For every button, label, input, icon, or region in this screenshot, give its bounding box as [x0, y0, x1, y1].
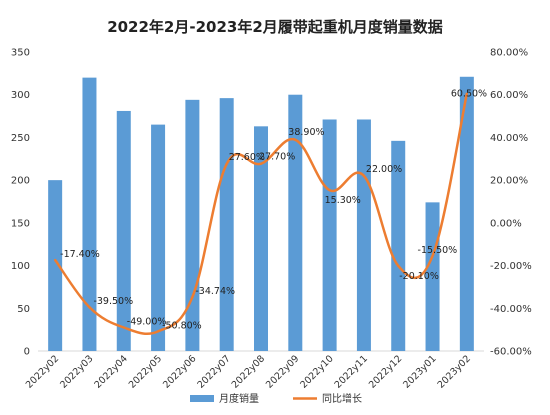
x-tick-label: 2022y10 — [298, 353, 335, 390]
data-label-2023y02: 60.50% — [451, 89, 487, 100]
growth-point-2022y10 — [328, 188, 331, 192]
data-label-2022y03: -39.50% — [93, 296, 133, 307]
bar-2022y02 — [48, 180, 63, 351]
x-tick-label: 2022y09 — [264, 353, 301, 390]
x-tick-label: 2022y08 — [230, 353, 267, 390]
x-tick-label: 2023y01 — [401, 353, 438, 390]
growth-point-2022y11 — [362, 174, 366, 178]
bar-2022y12 — [391, 140, 406, 351]
y-right-tick-label: -40.00% — [490, 304, 532, 315]
growth-point-2022y02 — [53, 258, 57, 262]
bar-2023y02 — [459, 76, 474, 351]
y-left-tick-label: 0 — [24, 347, 30, 358]
y-left-tick-label: 150 — [11, 218, 30, 229]
bar-2022y10 — [322, 119, 337, 351]
x-tick-label: 2023y02 — [436, 353, 473, 390]
legend-swatch-bar — [190, 395, 214, 402]
bar-2022y07 — [219, 98, 234, 351]
growth-point-2022y04 — [122, 326, 125, 329]
data-label-2022y12: -20.10% — [399, 271, 439, 282]
y-right-tick-label: 40.00% — [490, 133, 528, 144]
data-label-2022y04: -49.00% — [127, 317, 167, 328]
x-tick-label: 2022y12 — [367, 353, 404, 390]
bars-group — [48, 76, 474, 352]
data-label-2022y05: -50.80% — [162, 320, 202, 331]
x-tick-label: 2022y06 — [161, 353, 198, 390]
y-right-tick-label: 60.00% — [490, 90, 528, 101]
bar-2022y05 — [151, 124, 166, 351]
y-left-tick-label: 250 — [11, 133, 30, 144]
x-tick-label: 2022y11 — [333, 353, 370, 390]
legend: 月度销量 同比增长 — [190, 392, 362, 405]
y-left-tick-label: 50 — [17, 304, 30, 315]
y-right-tick-label: 0.00% — [490, 218, 522, 229]
growth-point-2022y05 — [156, 330, 160, 333]
x-tick-label: 2022y03 — [58, 353, 95, 390]
data-label-2022y06: -34.74% — [195, 286, 235, 297]
growth-line — [54, 93, 469, 335]
bar-2022y04 — [116, 110, 131, 352]
data-label-2022y09: 38.90% — [288, 127, 324, 138]
y-right-tick-label: -60.00% — [490, 347, 532, 358]
growth-point-2023y01 — [431, 254, 434, 258]
chart-title: 2022年2月-2023年2月履带起重机月度销量数据 — [107, 18, 443, 36]
bar-2022y09 — [288, 94, 303, 351]
growth-point-2022y07 — [225, 162, 228, 166]
y-left-tick-label: 100 — [11, 261, 30, 272]
y-left-tick-label: 350 — [11, 48, 30, 59]
data-label-2023y01: -15.50% — [418, 245, 458, 256]
bar-2022y08 — [254, 126, 268, 351]
growth-point-2022y03 — [88, 306, 91, 309]
data-label-2022y10: 15.30% — [325, 195, 361, 206]
growth-point-2022y08 — [259, 162, 263, 165]
bar-2022y06 — [185, 99, 200, 351]
data-label-2022y08: 27.70% — [259, 152, 295, 163]
x-tick-label: 2022y07 — [195, 353, 232, 390]
data-label-2022y11: 22.00% — [366, 164, 402, 175]
line-group — [53, 92, 469, 335]
data-labels-group: -17.40% -39.50% -49.00%-50.80% -34.74% 27.60… — [60, 89, 487, 332]
growth-point-2022y12 — [397, 264, 400, 267]
growth-point-2022y06 — [191, 295, 194, 299]
legend-label-bar: 月度销量 — [219, 392, 259, 405]
x-tick-label: 2022y04 — [92, 353, 129, 390]
data-label-2022y02: -17.40% — [60, 249, 100, 260]
bar-2022y11 — [356, 119, 371, 351]
x-tick-label: 2022y02 — [24, 353, 61, 390]
legend-label-line: 同比增长 — [322, 392, 362, 405]
bar-2023y01 — [425, 202, 440, 351]
bar-2022y03 — [82, 77, 97, 351]
y-right-tick-label: 20.00% — [490, 176, 528, 187]
y-right-tick-label: 80.00% — [490, 48, 528, 59]
y-right-tick-label: -20.00% — [490, 261, 532, 272]
y-left-tick-label: 300 — [11, 90, 30, 101]
growth-point-2023y02 — [465, 92, 469, 95]
x-tick-label: 2022y05 — [127, 353, 164, 390]
y-left-tick-label: 200 — [11, 176, 30, 187]
data-label-2022y07: 27.60% — [229, 152, 265, 163]
growth-point-2022y09 — [294, 138, 297, 141]
